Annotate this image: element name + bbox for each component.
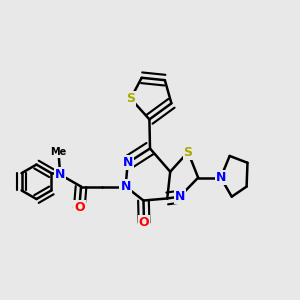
Text: N: N xyxy=(55,168,65,181)
Text: Me: Me xyxy=(50,147,67,157)
Text: S: S xyxy=(126,92,135,105)
Text: N: N xyxy=(175,190,185,203)
Text: O: O xyxy=(74,202,85,214)
Text: N: N xyxy=(122,156,133,169)
Text: N: N xyxy=(120,180,131,193)
Text: S: S xyxy=(184,146,193,159)
Text: O: O xyxy=(139,216,149,229)
Text: N: N xyxy=(216,171,226,184)
